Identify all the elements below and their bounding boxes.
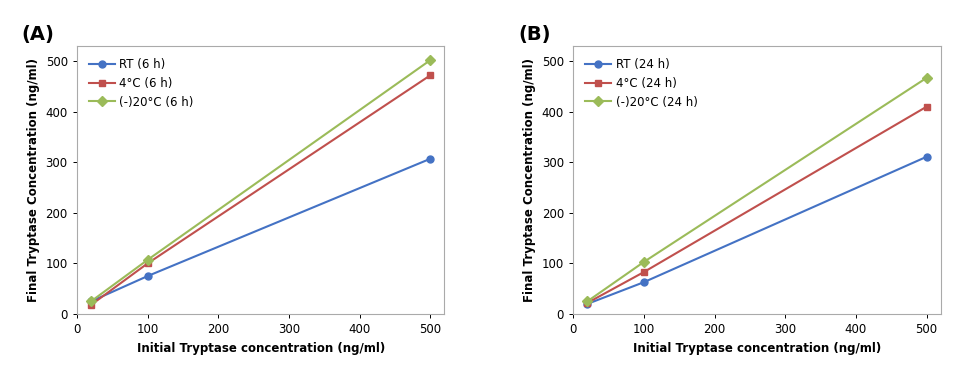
X-axis label: Initial Tryptase concentration (ng/ml): Initial Tryptase concentration (ng/ml) [136, 342, 385, 355]
Line: RT (24 h): RT (24 h) [584, 153, 930, 308]
(-)20°C (6 h) [85, 299, 97, 304]
RT (6 h) [424, 157, 436, 161]
4°C (24 h) [638, 270, 650, 274]
Line: 4°C (24 h): 4°C (24 h) [584, 103, 930, 306]
Line: (-)20°C (24 h): (-)20°C (24 h) [584, 74, 930, 305]
4°C (6 h) [142, 261, 154, 266]
Line: 4°C (6 h): 4°C (6 h) [87, 72, 434, 308]
Y-axis label: Final Tryptase Concentration (ng/ml): Final Tryptase Concentration (ng/ml) [27, 58, 40, 302]
Line: RT (6 h): RT (6 h) [87, 155, 434, 305]
(-)20°C (24 h) [582, 299, 593, 304]
(-)20°C (6 h) [424, 58, 436, 62]
4°C (6 h) [424, 73, 436, 78]
RT (6 h) [85, 299, 97, 304]
Text: (A): (A) [22, 25, 55, 44]
Y-axis label: Final Tryptase Concentration (ng/ml): Final Tryptase Concentration (ng/ml) [523, 58, 537, 302]
Text: (B): (B) [518, 25, 550, 44]
4°C (6 h) [85, 303, 97, 307]
4°C (24 h) [921, 104, 932, 109]
RT (24 h) [921, 154, 932, 159]
Legend: RT (24 h), 4°C (24 h), (-)20°C (24 h): RT (24 h), 4°C (24 h), (-)20°C (24 h) [579, 52, 704, 115]
4°C (24 h) [582, 301, 593, 305]
(-)20°C (24 h) [921, 75, 932, 80]
RT (24 h) [638, 280, 650, 285]
(-)20°C (6 h) [142, 258, 154, 262]
X-axis label: Initial Tryptase concentration (ng/ml): Initial Tryptase concentration (ng/ml) [633, 342, 881, 355]
(-)20°C (24 h) [638, 260, 650, 264]
RT (6 h) [142, 274, 154, 278]
Legend: RT (6 h), 4°C (6 h), (-)20°C (6 h): RT (6 h), 4°C (6 h), (-)20°C (6 h) [83, 52, 200, 115]
RT (24 h) [582, 302, 593, 306]
Line: (-)20°C (6 h): (-)20°C (6 h) [87, 57, 434, 305]
